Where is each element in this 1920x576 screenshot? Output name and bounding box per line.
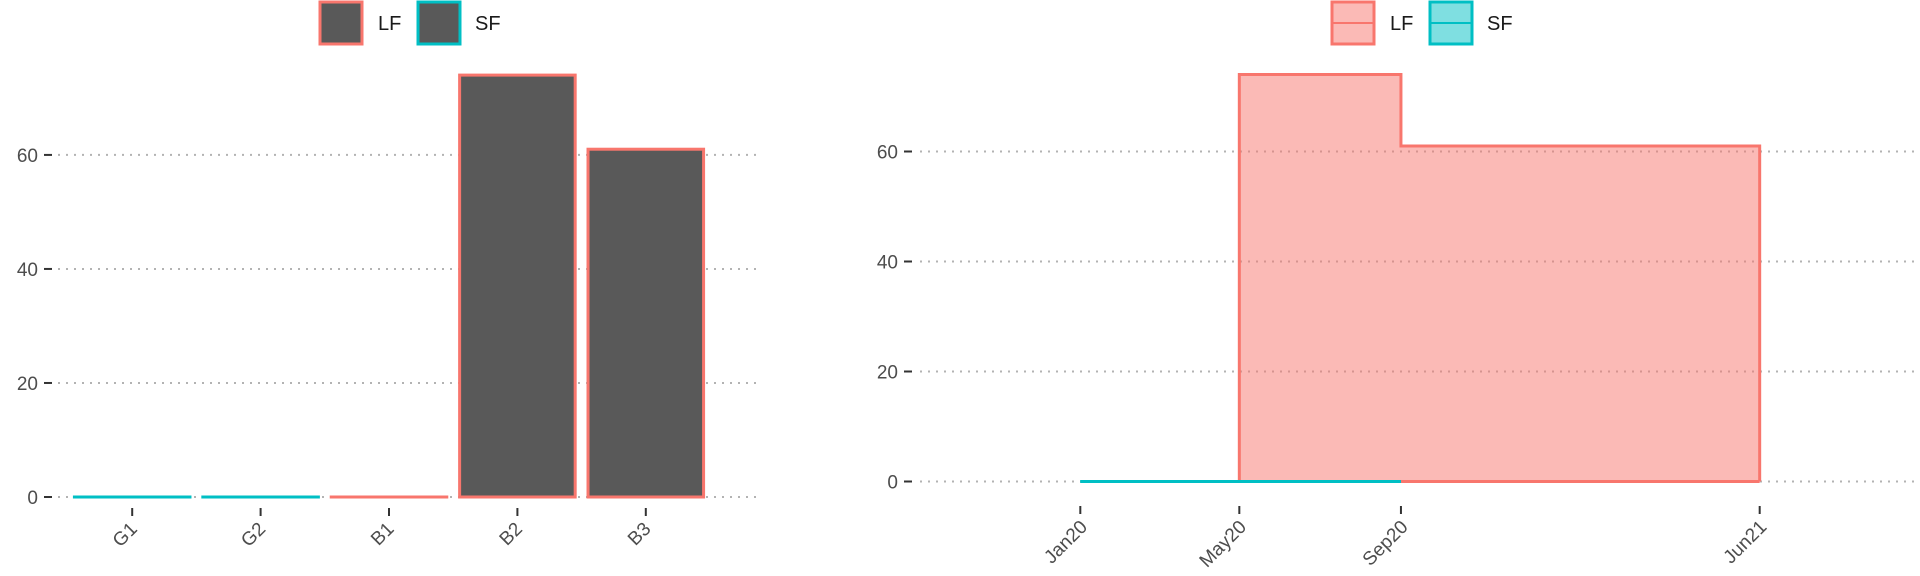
- legend-label-lf: LF: [1390, 13, 1413, 35]
- legend-label-lf: LF: [378, 13, 401, 35]
- x-tick-label: May20: [1196, 517, 1251, 572]
- y-tick-label: 20: [877, 363, 898, 384]
- legend-label-sf: SF: [475, 13, 501, 35]
- y-tick-label: 0: [27, 488, 38, 509]
- x-tick-label: B3: [624, 519, 655, 550]
- area-chart-legend: LF SF: [1330, 0, 1513, 46]
- x-tick-label: Jan20: [1040, 517, 1091, 568]
- area-lf: [1239, 74, 1760, 482]
- x-tick-label: Sep20: [1359, 517, 1413, 571]
- step-area-chart-panel: LF SF 0 20 40 60 Jan20 May20 Sep20 Jun21: [877, 0, 1920, 572]
- legend-label-sf: SF: [1487, 13, 1513, 35]
- y-tick-label: 60: [877, 143, 898, 164]
- x-tick-label: B1: [367, 519, 398, 550]
- x-tick-label: Jun21: [1720, 517, 1771, 568]
- x-tick-label: G1: [109, 519, 142, 552]
- bar-b3: [586, 147, 706, 499]
- legend-key-sf: [416, 0, 462, 46]
- bar-chart-legend: LF SF: [318, 0, 501, 46]
- line-lf: [1237, 73, 1762, 482]
- legend-key-lf: [318, 0, 364, 46]
- y-tick-label: 60: [17, 146, 38, 167]
- x-tick-label: G2: [237, 519, 270, 552]
- x-tick-label: B2: [496, 519, 527, 550]
- y-tick-label: 0: [887, 473, 898, 494]
- y-tick-label: 20: [17, 374, 38, 395]
- bar-b2: [458, 73, 577, 499]
- y-tick-label: 40: [17, 260, 38, 281]
- y-tick-label: 40: [877, 253, 898, 274]
- bar-chart-panel: LF SF 0 20 40 60 G1 G2 B1 B2 B3: [17, 0, 760, 552]
